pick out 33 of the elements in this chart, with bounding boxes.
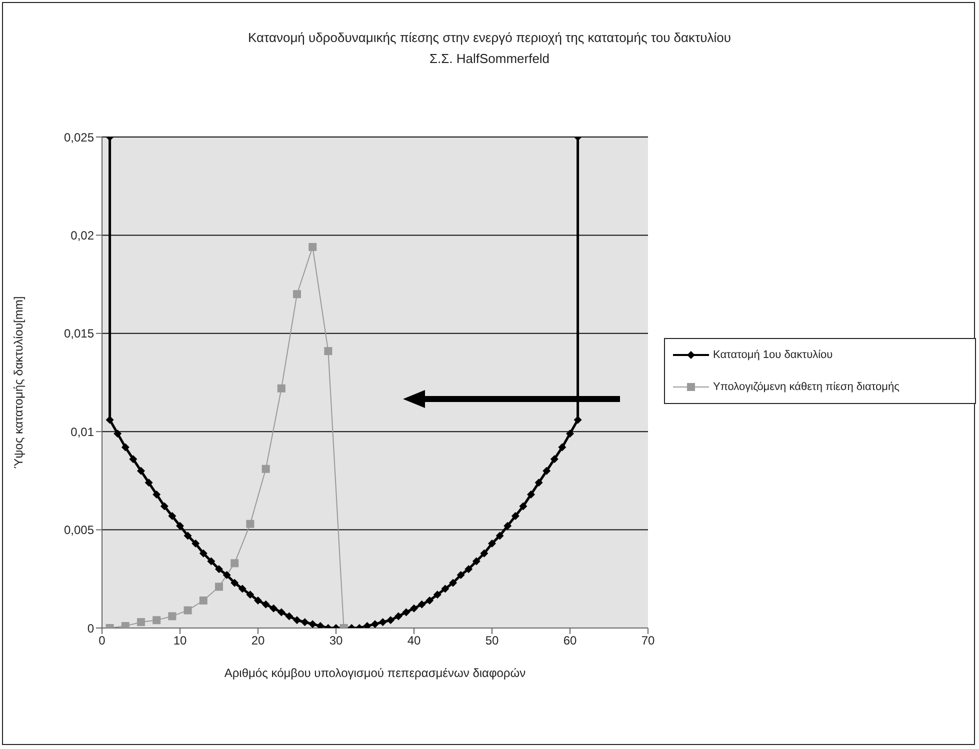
point [308, 242, 317, 251]
legend-label: Κατατομή 1ου δακτυλίου [713, 349, 833, 361]
x-tick-label: 20 [251, 634, 265, 648]
y-axis-title: Ύψος κατατομής δακτυλίου[mm] [11, 296, 26, 469]
point [199, 596, 208, 605]
point [277, 384, 286, 392]
x-tick-label: 70 [641, 634, 655, 648]
point [137, 618, 145, 626]
x-tick-label: 0 [98, 634, 106, 648]
point [215, 582, 223, 591]
point [152, 616, 161, 624]
x-tick-label: 10 [173, 634, 187, 648]
y-tick-label: 0,005 [64, 523, 94, 538]
y-tick-label: 0,01 [70, 424, 94, 439]
point [184, 606, 192, 614]
y-tick-label: 0,02 [70, 228, 94, 242]
x-tick-label: 50 [485, 634, 499, 648]
y-tick-label: 0,015 [64, 326, 94, 341]
x-tick-label: 40 [407, 634, 421, 648]
y-tick-label: 0,025 [64, 130, 94, 144]
point [168, 612, 176, 620]
y-tick-label: 0 [87, 621, 94, 636]
point [262, 464, 270, 473]
legend-label: Υπολογιζόμενη κάθετη πίεση διατομής [713, 381, 900, 393]
point [246, 520, 254, 528]
point [324, 347, 332, 356]
chart-subtitle: Σ.Σ. HalfSommerfeld [428, 51, 551, 66]
point [293, 290, 301, 298]
point [230, 559, 239, 568]
x-tick-label: 30 [329, 634, 343, 648]
x-axis-title: Αριθμός κόμβου υπολογισμού πεπερασμένων διαφορών [223, 665, 527, 682]
chart-title: Κατανομή υδροδυναμικής πίεσης στην ενεργό περιοχή της κατατομής του δακτυλίου [246, 30, 732, 45]
x-tick-label: 60 [563, 634, 577, 648]
